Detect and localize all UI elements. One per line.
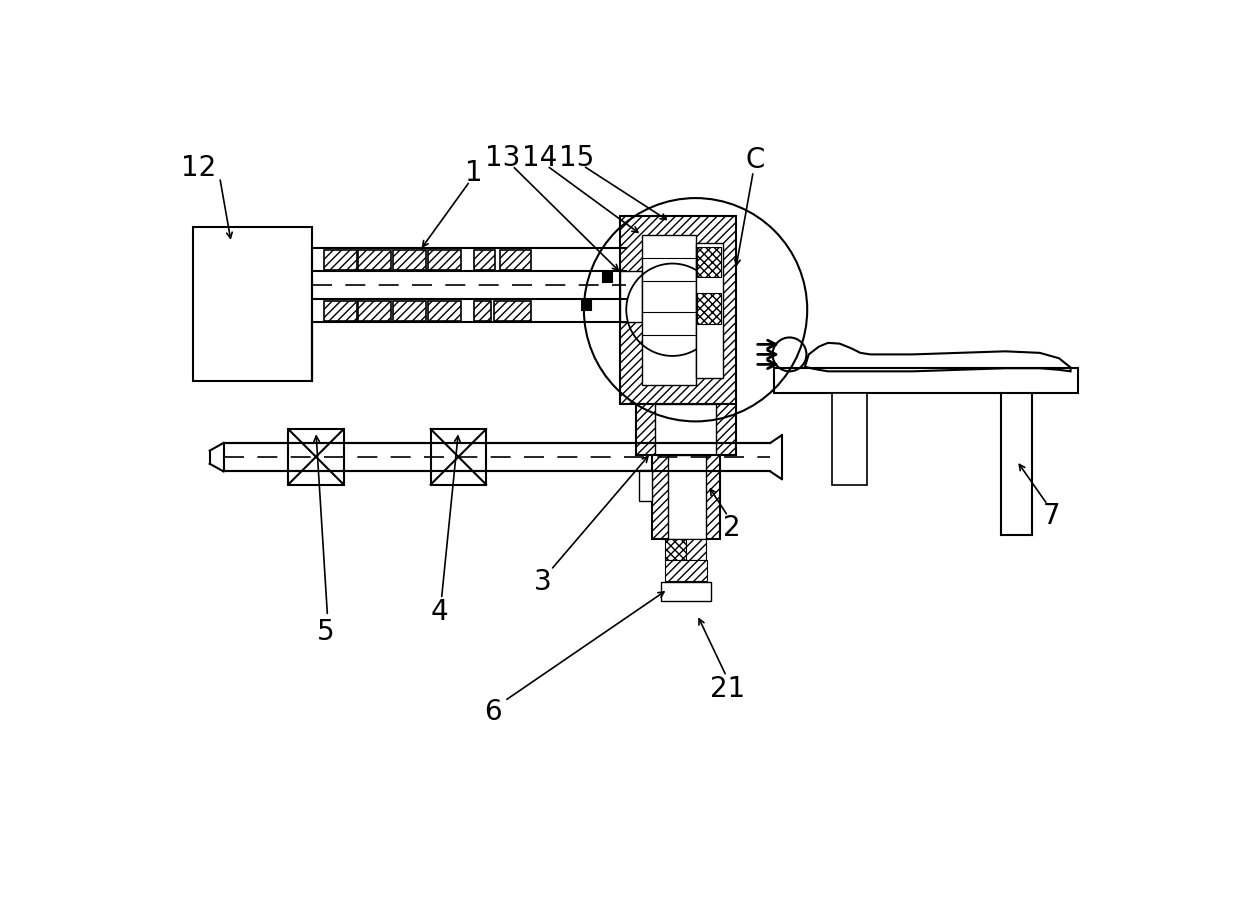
Bar [696,243,723,377]
Bar [635,404,735,454]
Bar [697,247,720,277]
Bar [358,249,392,270]
Bar [428,301,461,320]
Text: 1: 1 [465,159,482,187]
Bar [474,301,491,320]
Text: 13: 13 [485,144,521,172]
Text: 15: 15 [558,144,594,172]
Bar [192,228,312,382]
Text: 7: 7 [1043,502,1060,530]
Bar [641,235,696,385]
Bar [393,249,427,270]
Bar [639,470,652,500]
Bar [474,249,495,270]
Text: 14: 14 [522,144,558,172]
Bar [358,301,392,320]
Bar [324,249,357,270]
Text: 2: 2 [723,514,740,542]
Bar [832,393,867,485]
Bar [668,454,707,539]
Text: 12: 12 [181,154,216,182]
Bar [620,216,735,404]
Bar [428,249,461,270]
Bar [620,271,641,322]
Bar [661,581,711,601]
Bar [494,301,531,320]
Text: 6: 6 [485,698,502,726]
Text: 3: 3 [534,568,552,596]
Bar [655,404,717,454]
Text: C: C [745,147,765,175]
Bar [500,249,531,270]
Bar [665,560,707,580]
Text: 4: 4 [430,598,448,626]
Bar [430,429,486,484]
Bar [652,454,720,539]
Text: 5: 5 [317,617,335,645]
Bar [288,429,343,484]
Text: 21: 21 [711,675,745,704]
Bar [393,301,427,320]
Bar [686,539,707,560]
Bar [603,273,613,282]
Bar [774,368,1079,393]
Bar [324,301,357,320]
Bar [665,539,686,560]
Bar [697,292,720,324]
Bar [582,301,590,310]
